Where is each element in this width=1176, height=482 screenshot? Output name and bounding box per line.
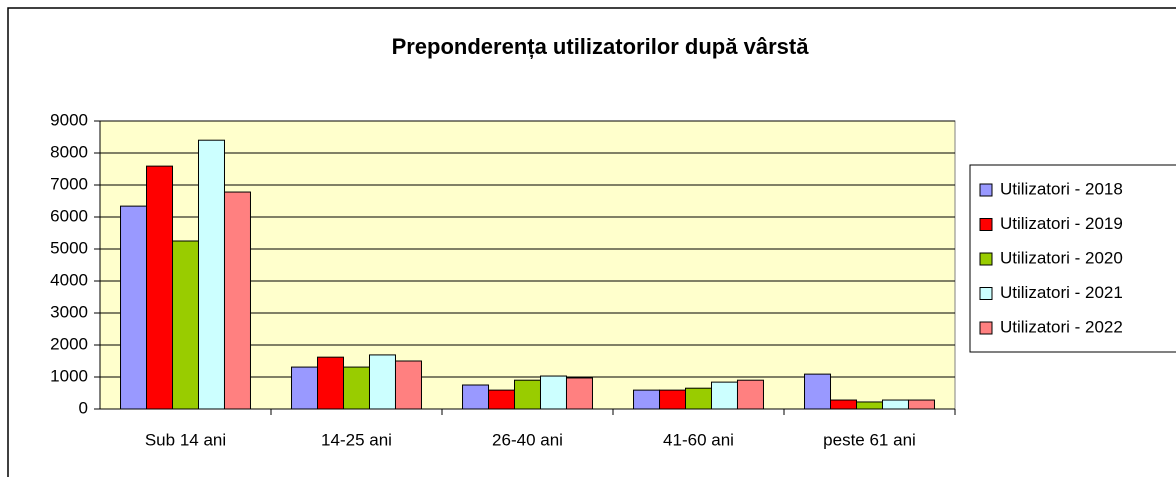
y-tick-label: 9000 — [50, 110, 88, 129]
chart-title: Preponderența utilizatorilor după vârstă — [392, 34, 810, 59]
bar — [462, 384, 490, 410]
y-tick-label: 4000 — [50, 270, 88, 289]
bar — [736, 379, 764, 410]
legend-box — [969, 164, 1176, 353]
legend-label: Utilizatori - 2021 — [1000, 283, 1123, 302]
bar — [539, 375, 567, 410]
bar — [565, 377, 593, 410]
legend-swatch — [979, 218, 993, 231]
bar — [514, 379, 541, 410]
y-tick-label: 0 — [79, 398, 88, 417]
x-tick-label: 26-40 ani — [492, 430, 563, 449]
legend-label: Utilizatori - 2020 — [1000, 248, 1123, 267]
legend-swatch — [979, 252, 993, 266]
bar — [172, 240, 199, 410]
y-tick-label: 1000 — [50, 366, 88, 385]
y-tick-label: 2000 — [50, 334, 88, 353]
x-tick-label: peste 61 ani — [823, 430, 916, 449]
y-tick-label: 7000 — [50, 174, 88, 193]
bar — [146, 165, 174, 410]
y-tick-label: 5000 — [50, 238, 88, 257]
legend-label: Utilizatori - 2022 — [1000, 317, 1123, 336]
bar — [120, 205, 148, 410]
legend-label: Utilizatori - 2019 — [1000, 214, 1123, 233]
bar — [830, 399, 858, 410]
bar — [394, 360, 422, 410]
bar — [317, 356, 345, 410]
bar — [685, 387, 712, 410]
x-tick-label: Sub 14 ani — [145, 430, 226, 449]
bar — [343, 366, 370, 410]
bar — [804, 373, 832, 410]
bar — [907, 399, 935, 410]
bar — [488, 389, 516, 410]
legend-label: Utilizatori - 2018 — [1000, 179, 1123, 198]
y-tick-label: 8000 — [50, 142, 88, 161]
y-tick-label: 3000 — [50, 302, 88, 321]
bar — [291, 366, 319, 410]
bar — [881, 399, 909, 410]
legend-swatch — [979, 321, 993, 335]
bar — [368, 354, 396, 410]
x-tick-label: 41-60 ani — [663, 430, 734, 449]
y-tick-label: 6000 — [50, 206, 88, 225]
bar — [197, 139, 225, 410]
bar — [633, 389, 661, 410]
legend-swatch — [979, 183, 993, 197]
bar — [223, 191, 251, 410]
bar — [856, 401, 883, 410]
x-tick-label: 14-25 ani — [321, 430, 392, 449]
bar — [659, 389, 687, 410]
legend-swatch — [979, 287, 993, 300]
bar — [710, 381, 738, 410]
